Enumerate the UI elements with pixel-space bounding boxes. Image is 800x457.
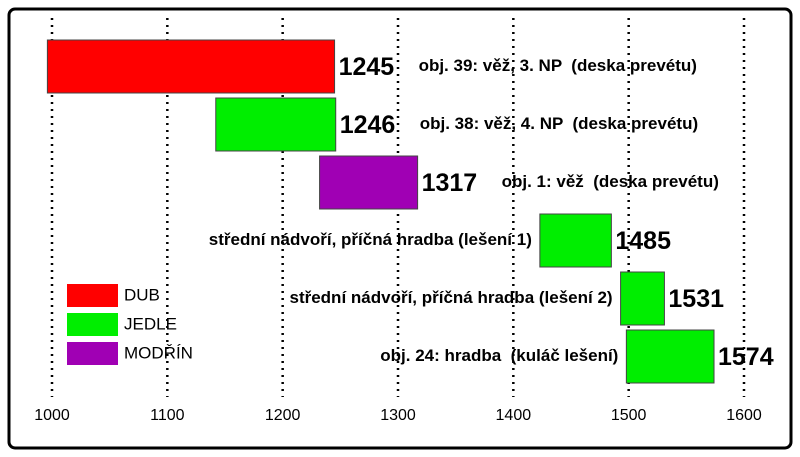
bar-description: střední nádvoří, příčná hradba (lešení 1… [209, 230, 532, 249]
bar-description: obj. 38: věž, 4. NP (deska prevétu) [420, 114, 698, 133]
legend-swatch [67, 284, 118, 307]
x-tick-label: 1400 [496, 407, 532, 424]
legend-swatch [67, 313, 118, 336]
bar-description: střední nádvoří, příčná hradba (lešení 2… [289, 288, 612, 307]
value-label: 1246 [340, 111, 396, 139]
bar [539, 213, 612, 268]
value-label: 1317 [422, 169, 478, 197]
x-tick-label: 1200 [265, 407, 301, 424]
x-tick-label: 1600 [726, 407, 762, 424]
bar-description: obj. 1: věž (deska prevétu) [502, 172, 719, 191]
bar [620, 271, 665, 326]
bar-description: obj. 24: hradba (kuláč lešení) [380, 346, 618, 365]
bar [319, 155, 419, 210]
legend-label: JEDLE [124, 314, 177, 333]
value-label: 1531 [668, 285, 724, 313]
x-tick-label: 1300 [380, 407, 416, 424]
value-label: 1245 [339, 53, 395, 81]
bar [625, 329, 715, 384]
x-tick-label: 1100 [150, 407, 185, 424]
x-tick-label: 1000 [34, 407, 70, 424]
legend-label: MODŘÍN [124, 343, 193, 362]
value-label: 1485 [615, 227, 671, 255]
value-label: 1574 [718, 343, 774, 371]
bar [215, 97, 337, 152]
x-tick-label: 1500 [611, 407, 647, 424]
legend-label: DUB [124, 285, 160, 304]
bar-description: obj. 39: věž, 3. NP (deska prevétu) [419, 56, 697, 75]
legend-swatch [67, 342, 118, 365]
bar [46, 39, 336, 94]
frame [7, 7, 793, 450]
